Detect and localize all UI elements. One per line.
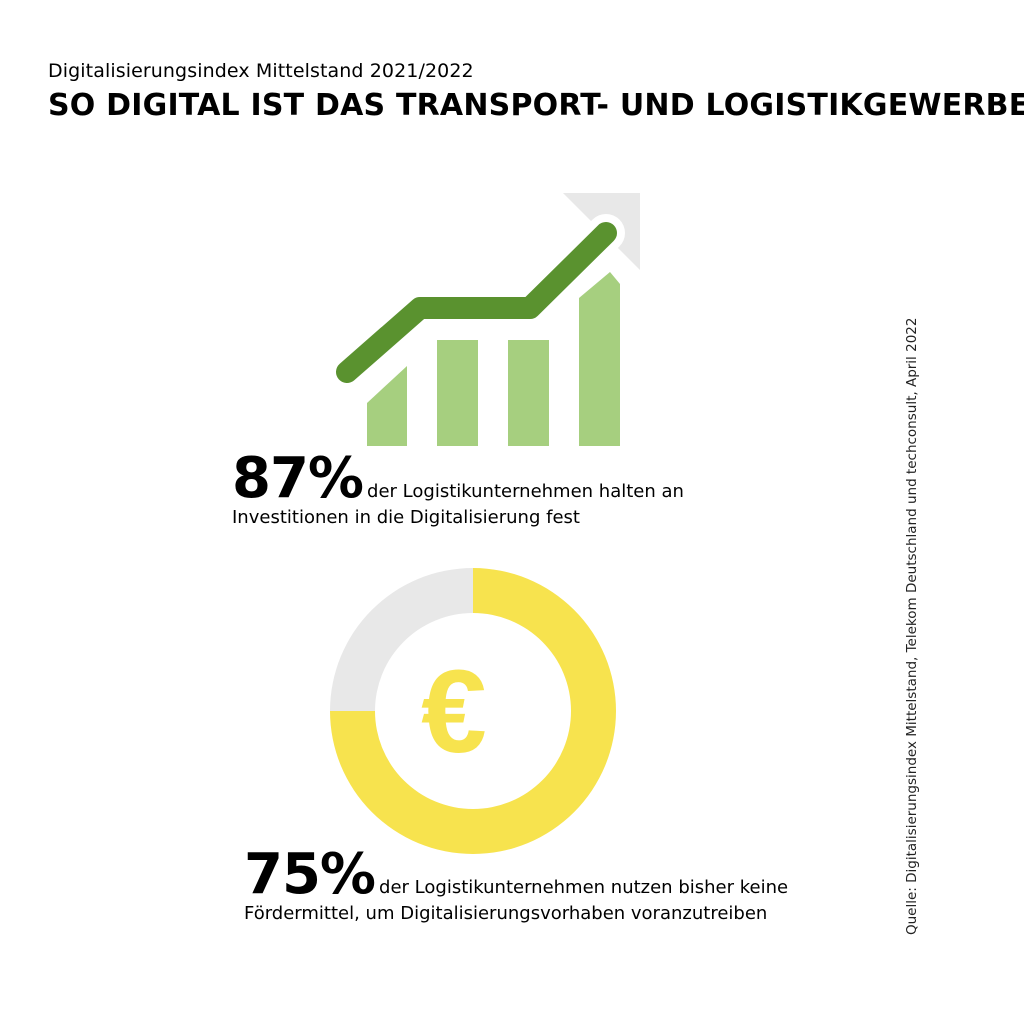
chart-title: SO DIGITAL IST DAS TRANSPORT- UND LOGIST… [48,88,1024,123]
growth-bar-3 [508,340,549,446]
chart-subtitle: Digitalisierungsindex Mittelstand 2021/2… [48,60,474,82]
source-note: Quelle: Digitalisierungsindex Mittelstan… [904,317,920,935]
trend-line [336,222,617,383]
growth-bar-2 [437,340,478,446]
stat-text-line-2: Fördermittel, um Digitalisierungsvorhabe… [244,903,768,924]
stat-percent-investments: 87% [232,446,364,511]
stat-text-line-1: der Logistikunternehmen halten an [367,481,684,502]
stat-block-investments: 87% der Logistikunternehmen halten an Inv… [232,446,684,528]
growth-bar-4 [579,272,620,446]
stat-text-line-1: der Logistikunternehmen nutzen bisher ke… [379,877,789,898]
growth-bar-1 [367,366,407,446]
euro-icon: € [421,646,487,778]
bar-growth-chart-icon [328,193,640,446]
stat-block-funding: 75% der Logistikunternehmen nutzen bisher… [244,842,788,924]
stat-text-line-2: Investitionen in die Digitalisierung fes… [232,507,580,528]
stat-percent-funding: 75% [244,842,376,907]
donut-slice-primary [330,568,616,854]
donut-chart: € [330,568,616,854]
donut-slice-remainder [330,568,473,711]
